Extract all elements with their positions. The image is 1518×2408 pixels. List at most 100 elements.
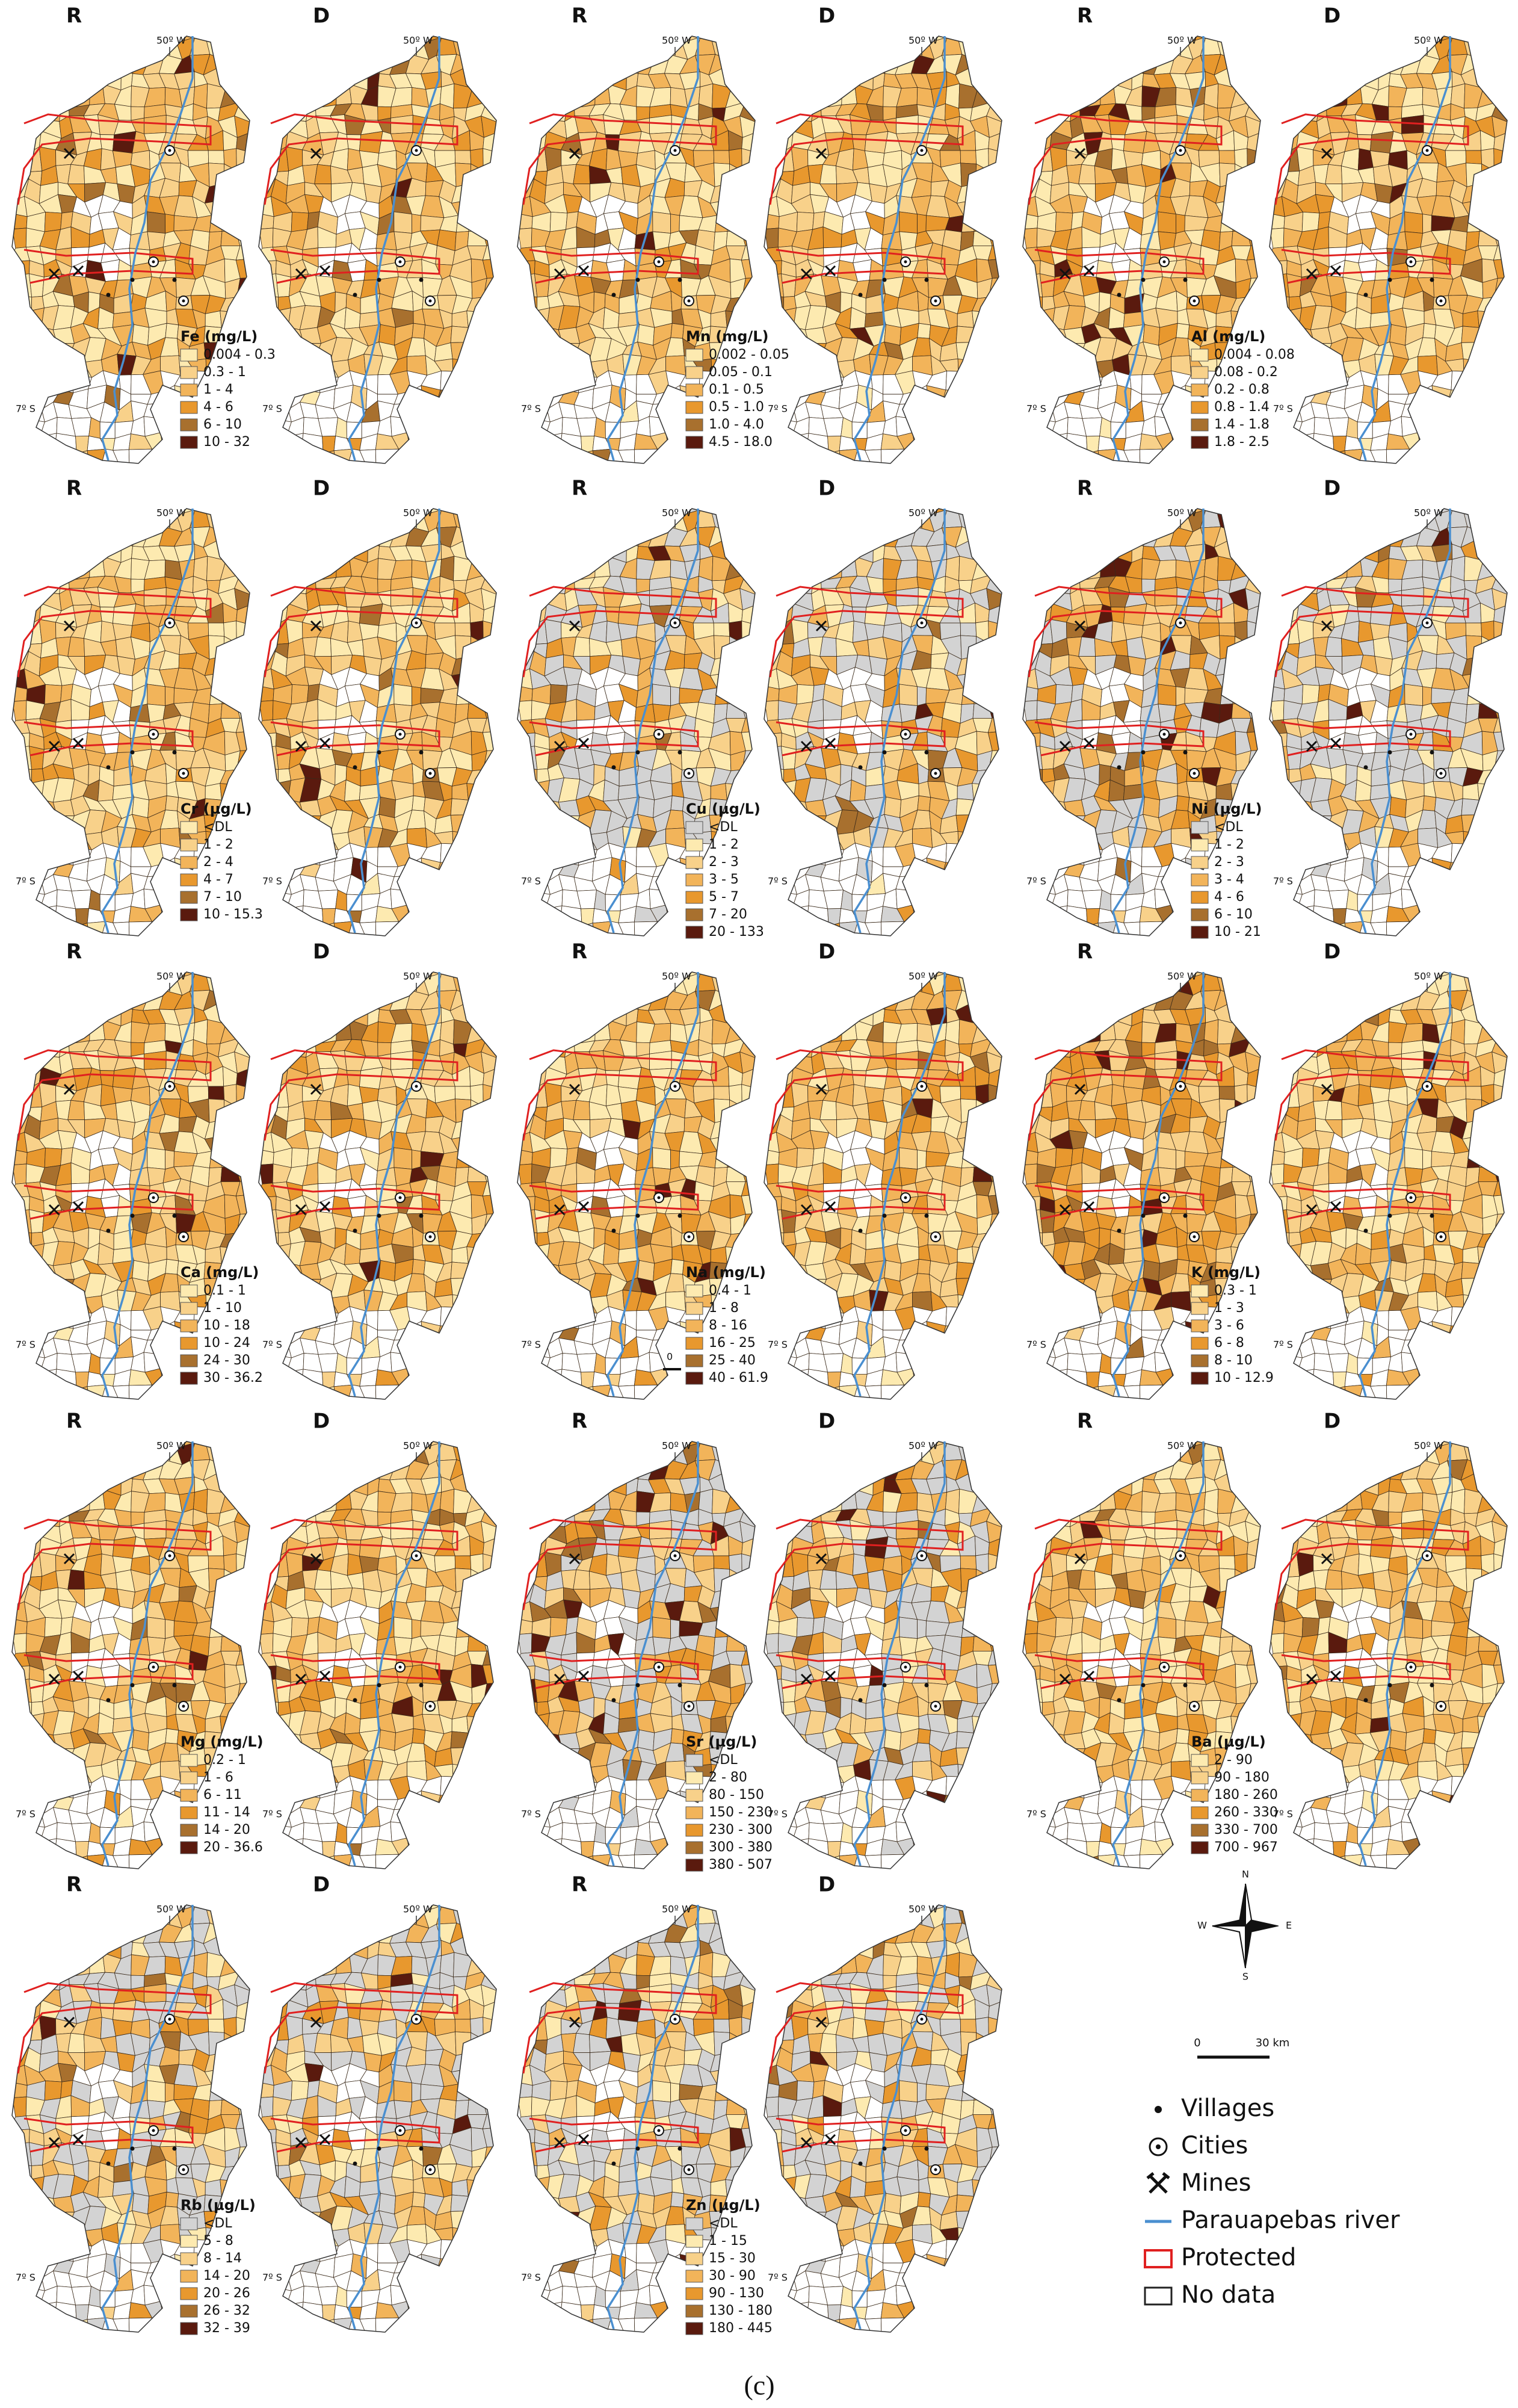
map-region (864, 131, 889, 153)
map-region (298, 560, 319, 581)
map-region (240, 781, 250, 800)
mine-icon (63, 147, 75, 159)
map-region (1063, 88, 1083, 108)
map-region (240, 308, 250, 328)
legend-label: 20 - 133 (709, 924, 764, 939)
map-region (484, 794, 496, 812)
map-region (912, 905, 934, 925)
map-region (1418, 418, 1439, 437)
map-region (259, 510, 273, 530)
map-region (960, 150, 977, 164)
map-region (204, 920, 223, 936)
map-region (1280, 67, 1301, 93)
map-region (764, 134, 783, 155)
map-region (128, 509, 149, 518)
map-region (594, 556, 611, 578)
map-region (483, 764, 496, 786)
map-region (237, 36, 250, 60)
map-region (318, 72, 337, 91)
map-region (71, 544, 90, 563)
map-region (314, 164, 332, 185)
map-region (1025, 310, 1043, 325)
map-region (791, 36, 814, 37)
map-region (517, 322, 532, 342)
map-region (740, 214, 755, 235)
map-region (778, 308, 797, 327)
map-region (236, 524, 250, 549)
map-region (726, 214, 742, 232)
map-region (12, 794, 27, 814)
map-region (975, 890, 990, 912)
map-region (986, 830, 1002, 843)
map-region (987, 686, 1002, 707)
map-region (1111, 524, 1133, 548)
map-region (764, 72, 784, 91)
map-region (544, 509, 567, 525)
map-region (729, 653, 742, 673)
map-region (1023, 114, 1041, 136)
map-region (39, 509, 62, 525)
village-icon (677, 750, 682, 755)
longitude-label: 50º W (909, 35, 938, 46)
map-region (28, 746, 45, 770)
map-region (789, 905, 809, 929)
legend-label: <DL (709, 820, 738, 835)
map-region (543, 905, 563, 929)
map-region (275, 746, 291, 770)
legend-label: 4 - 6 (203, 400, 233, 415)
map-region (593, 511, 612, 529)
map-region (1437, 417, 1453, 440)
map-region (957, 509, 979, 511)
map-region (791, 509, 814, 525)
city-icon (182, 299, 185, 303)
map-label: D (313, 477, 330, 501)
map-region (517, 527, 530, 549)
map-region (259, 153, 277, 173)
map-region (974, 909, 993, 929)
map-region (233, 639, 250, 654)
map-region (484, 889, 496, 915)
map-region (1463, 358, 1483, 377)
map-region (289, 563, 309, 581)
map-region (534, 746, 550, 770)
map-region (72, 526, 88, 548)
map-region (985, 651, 1002, 670)
map-region (988, 524, 1002, 549)
map-region (1345, 36, 1365, 40)
map-region (544, 102, 567, 122)
map-region (100, 36, 120, 43)
legend-swatch (685, 856, 703, 869)
map-region (1158, 211, 1177, 234)
map-region (1244, 651, 1260, 670)
map: 50º W7º S (258, 35, 497, 464)
map-region (1023, 72, 1043, 91)
map-region (359, 449, 377, 463)
map-region (481, 859, 496, 883)
map-region (26, 324, 42, 344)
map-region (1295, 433, 1315, 456)
map-region (987, 667, 1002, 692)
city-icon (687, 772, 691, 775)
map-region (285, 524, 308, 544)
map-region (26, 308, 45, 327)
map-region (1434, 436, 1448, 457)
map-region (1054, 539, 1066, 565)
map-region (454, 150, 472, 164)
map-region (928, 874, 948, 891)
map-region (975, 370, 994, 391)
map-region (972, 36, 995, 37)
map-region (481, 386, 496, 410)
map-region (528, 67, 549, 93)
basin-outline (258, 36, 497, 464)
longitude-label: 50º W (662, 35, 691, 46)
mine-icon (72, 265, 84, 277)
map-region (451, 909, 474, 929)
map-region (285, 844, 308, 863)
map-region (452, 509, 474, 511)
mine-icon (578, 265, 590, 277)
map-region (52, 543, 75, 565)
legend-title: Cu (µg/L) (686, 800, 761, 817)
map-region (670, 795, 685, 811)
map-region (451, 311, 469, 328)
map-region (880, 921, 905, 936)
